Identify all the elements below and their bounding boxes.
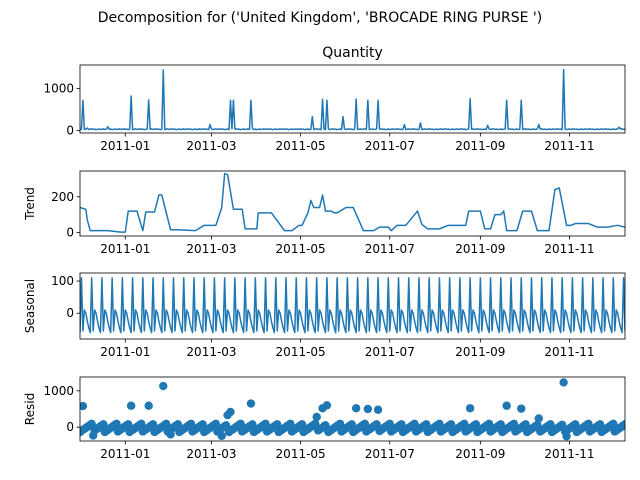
- trend-xtick-label: 2011-09: [455, 242, 505, 256]
- resid-ylabel: Resid: [23, 393, 37, 425]
- resid-point: [217, 431, 226, 441]
- trend-ytick-label: 0: [66, 225, 74, 239]
- quantity-xtick-label: 2011-03: [186, 139, 236, 153]
- seasonal-series-line: [80, 277, 625, 334]
- seasonal-xtick-label: 2011-01: [100, 345, 150, 359]
- seasonal-xtick-label: 2011-11: [544, 345, 594, 359]
- quantity-xtick-label: 2011-11: [544, 139, 594, 153]
- resid-point: [562, 432, 571, 441]
- resid-point: [226, 407, 235, 417]
- resid-xtick-label: 2011-01: [100, 447, 150, 461]
- seasonal-xtick-label: 2011-05: [276, 345, 326, 359]
- quantity-series-line: [80, 68, 625, 131]
- trend-axes-frame: [79, 170, 626, 237]
- seasonal-plot-area: [80, 277, 625, 334]
- quantity-panel-title: Quantity: [322, 45, 383, 61]
- resid-ytick-label: 0: [66, 420, 74, 434]
- resid-xtick-label: 2011-11: [544, 447, 594, 461]
- resid-panel: 0 1000 2011-01 2011-03 2011-05 2011-07 2011-09…: [23, 376, 626, 461]
- quantity-xtick-label: 2011-05: [276, 139, 326, 153]
- quantity-panel: 0 1000 2011-01 2011-03 2011-05 2011-07 2011-09…: [43, 45, 626, 153]
- quantity-axes-frame: [79, 64, 626, 134]
- resid-point: [373, 405, 383, 414]
- resid-point: [322, 401, 332, 410]
- trend-xtick-label: 2011-01: [100, 242, 150, 256]
- trend-series-line: [80, 172, 625, 233]
- resid-point: [347, 420, 356, 429]
- resid-point: [557, 420, 567, 430]
- trend-xtick-label: 2011-03: [186, 242, 236, 256]
- seasonal-xtick-label: 2011-09: [455, 345, 505, 359]
- seasonal-xtick-label: 2011-03: [186, 345, 236, 359]
- resid-point: [559, 378, 568, 387]
- resid-point: [312, 412, 321, 422]
- seasonal-ytick-label: 100: [51, 274, 74, 288]
- quantity-xtick-label: 2011-01: [100, 139, 150, 153]
- resid-xtick-label: 2011-03: [186, 447, 236, 461]
- resid-point: [620, 420, 625, 429]
- resid-point: [502, 401, 511, 410]
- seasonal-ylabel: Seasonal: [23, 279, 37, 333]
- resid-point: [162, 419, 171, 429]
- resid-point: [159, 381, 168, 391]
- resid-point: [465, 404, 475, 413]
- resid-xtick-label: 2011-09: [455, 447, 505, 461]
- trend-xtick-label: 2011-07: [365, 242, 415, 256]
- resid-point: [351, 404, 361, 413]
- resid-point: [246, 399, 256, 408]
- resid-axes-frame: [79, 376, 626, 442]
- quantity-plot-area: [80, 68, 625, 131]
- resid-point: [80, 401, 88, 411]
- trend-panel: 0 200 2011-01 2011-03 2011-05 2011-07 2011-09 2…: [23, 170, 626, 256]
- resid-point: [363, 404, 373, 414]
- seasonal-xtick-label: 2011-07: [365, 345, 415, 359]
- resid-point: [221, 421, 231, 430]
- seasonal-axes-frame: [79, 272, 626, 340]
- resid-point: [517, 404, 526, 413]
- resid-plot-area: [80, 378, 625, 441]
- trend-plot-area: [80, 172, 625, 233]
- seasonal-ytick-label: 0: [66, 306, 74, 320]
- resid-point: [144, 401, 153, 410]
- quantity-ytick-label: 0: [66, 123, 74, 137]
- trend-xtick-label: 2011-11: [544, 242, 594, 256]
- resid-ytick-label: 1000: [43, 384, 74, 398]
- quantity-xtick-label: 2011-07: [365, 139, 415, 153]
- resid-xtick-label: 2011-07: [365, 447, 415, 461]
- quantity-xtick-label: 2011-09: [455, 139, 505, 153]
- resid-point: [126, 401, 136, 410]
- trend-ytick-label: 200: [51, 190, 74, 204]
- figure-title: Decomposition for ('United Kingdom', 'BR…: [98, 10, 543, 26]
- quantity-ytick-label: 1000: [43, 82, 74, 96]
- trend-ylabel: Trend: [23, 187, 37, 221]
- seasonal-panel: 0 100 2011-01 2011-03 2011-05 2011-07 2011-09 2…: [23, 272, 626, 359]
- trend-xtick-label: 2011-05: [276, 242, 326, 256]
- resid-point: [534, 414, 543, 423]
- resid-xtick-label: 2011-05: [276, 447, 326, 461]
